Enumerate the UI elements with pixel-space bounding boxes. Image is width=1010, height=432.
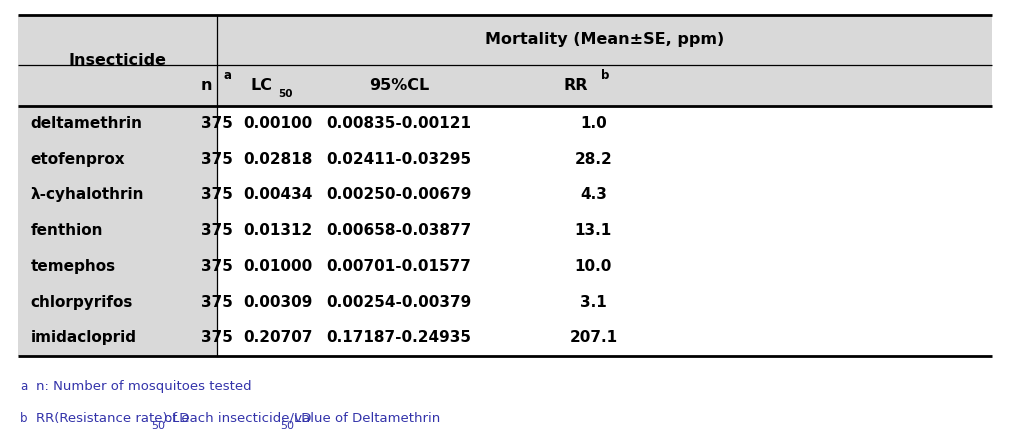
Text: 0.00100: 0.00100 <box>243 116 312 131</box>
Text: 3.1: 3.1 <box>580 295 607 310</box>
Text: 375: 375 <box>201 223 233 238</box>
Text: deltamethrin: deltamethrin <box>30 116 142 131</box>
Text: 0.17187-0.24935: 0.17187-0.24935 <box>326 330 472 345</box>
Text: 375: 375 <box>201 330 233 345</box>
Text: Mortality (Mean±SE, ppm): Mortality (Mean±SE, ppm) <box>485 32 724 48</box>
Text: a: a <box>223 69 231 82</box>
Text: 4.3: 4.3 <box>580 187 607 202</box>
Text: 0.00434: 0.00434 <box>243 187 312 202</box>
Text: 0.02411-0.03295: 0.02411-0.03295 <box>326 152 472 167</box>
Bar <box>217 105 992 356</box>
Text: 375: 375 <box>201 187 233 202</box>
Text: 0.01000: 0.01000 <box>243 259 312 274</box>
Text: 10.0: 10.0 <box>575 259 612 274</box>
Text: 375: 375 <box>201 116 233 131</box>
Text: etofenprox: etofenprox <box>30 152 125 167</box>
Bar <box>18 15 992 105</box>
Text: n: Number of mosquitoes tested: n: Number of mosquitoes tested <box>36 380 251 393</box>
Text: 28.2: 28.2 <box>575 152 612 167</box>
Text: chlorpyrifos: chlorpyrifos <box>30 295 132 310</box>
Text: imidacloprid: imidacloprid <box>30 330 136 345</box>
Text: λ-cyhalothrin: λ-cyhalothrin <box>30 187 143 202</box>
Text: 50: 50 <box>278 89 292 98</box>
Text: RR(Resistance rate):LD: RR(Resistance rate):LD <box>36 412 190 425</box>
Text: 0.00250-0.00679: 0.00250-0.00679 <box>326 187 472 202</box>
Text: b: b <box>602 69 610 82</box>
Text: 0.00658-0.03877: 0.00658-0.03877 <box>326 223 472 238</box>
Text: 207.1: 207.1 <box>570 330 617 345</box>
Text: value of Deltamethrin: value of Deltamethrin <box>290 412 440 425</box>
Text: 0.20707: 0.20707 <box>243 330 312 345</box>
Text: 50: 50 <box>150 421 165 431</box>
Text: RR: RR <box>564 78 588 92</box>
Text: 375: 375 <box>201 295 233 310</box>
Text: fenthion: fenthion <box>30 223 103 238</box>
Text: 13.1: 13.1 <box>575 223 612 238</box>
Text: LC: LC <box>250 78 273 92</box>
Text: 0.00309: 0.00309 <box>243 295 312 310</box>
Text: 0.00701-0.01577: 0.00701-0.01577 <box>326 259 472 274</box>
Text: 375: 375 <box>201 152 233 167</box>
Text: 0.00254-0.00379: 0.00254-0.00379 <box>326 295 472 310</box>
Text: b: b <box>20 412 27 425</box>
Text: 0.00835-0.00121: 0.00835-0.00121 <box>326 116 472 131</box>
Text: of each insecticide/LD: of each insecticide/LD <box>161 412 312 425</box>
Text: 1.0: 1.0 <box>580 116 607 131</box>
Text: 50: 50 <box>280 421 294 431</box>
Text: 0.02818: 0.02818 <box>243 152 312 167</box>
Text: n: n <box>201 78 212 92</box>
Text: temephos: temephos <box>30 259 115 274</box>
Bar <box>18 105 217 356</box>
Text: 95%CL: 95%CL <box>369 78 429 92</box>
Text: 0.01312: 0.01312 <box>243 223 312 238</box>
Text: a: a <box>20 380 27 393</box>
Text: Insecticide: Insecticide <box>69 53 167 68</box>
Text: 375: 375 <box>201 259 233 274</box>
